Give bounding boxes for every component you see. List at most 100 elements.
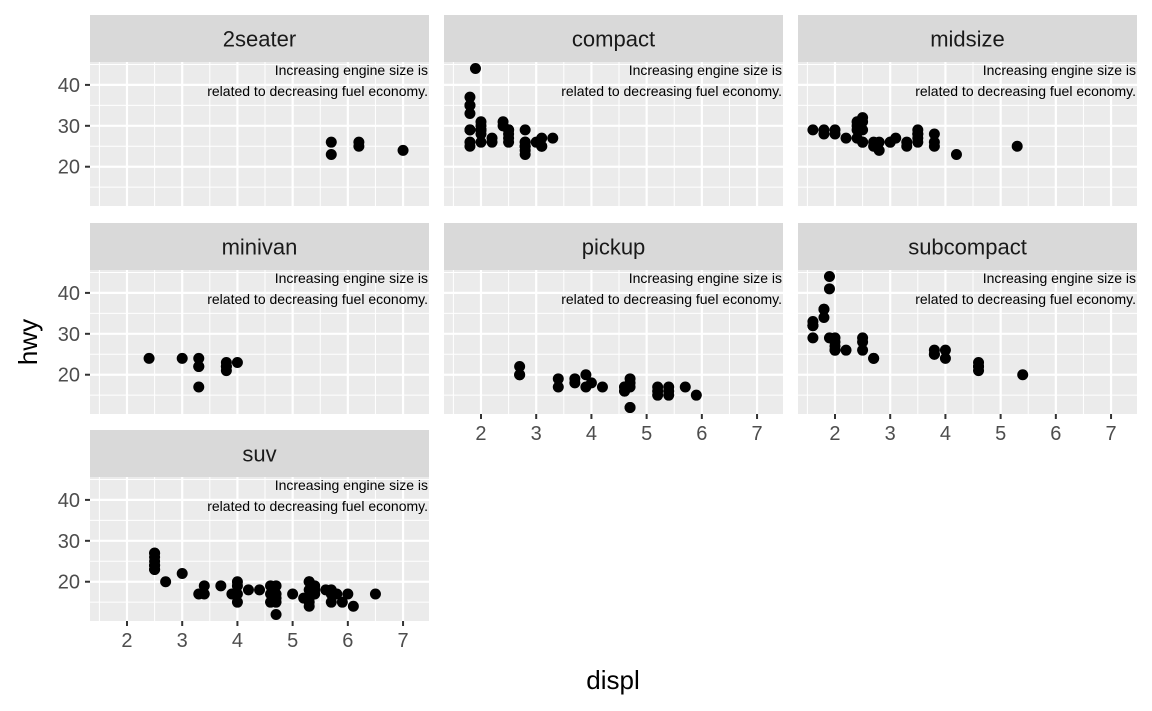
data-point (912, 128, 924, 140)
data-point (596, 381, 608, 393)
data-point (331, 588, 343, 600)
x-tick-label: 5 (995, 423, 1006, 445)
data-point (950, 148, 962, 160)
data-point (325, 148, 337, 160)
annotation-line-1: Increasing engine size is (275, 62, 428, 78)
x-tick-label: 4 (232, 630, 243, 652)
x-tick-label: 4 (586, 423, 597, 445)
data-point (220, 361, 232, 373)
data-point (973, 361, 985, 373)
data-point (823, 271, 835, 283)
data-point (231, 356, 243, 368)
facet-panel-minivan: minivan Increasing engine size is related … (58, 223, 429, 414)
data-point (347, 600, 359, 612)
facet-strip-label: suv (242, 442, 276, 467)
facet-panel-midsize: midsize Increasing engine size is related … (798, 15, 1137, 206)
annotation-line-1: Increasing engine size is (275, 477, 428, 493)
data-point (503, 128, 515, 140)
facet-strip (90, 430, 429, 477)
data-point (475, 136, 487, 148)
data-point (397, 144, 409, 156)
data-point (464, 99, 476, 111)
data-point (215, 580, 227, 592)
facet-strip (90, 15, 429, 62)
data-point (325, 596, 337, 608)
data-point (823, 283, 835, 295)
y-tick-label: 40 (58, 75, 80, 97)
data-point (807, 124, 819, 136)
data-point (469, 63, 481, 75)
x-tick-label: 6 (1050, 423, 1061, 445)
data-point (652, 385, 664, 397)
y-tick-label: 20 (58, 365, 80, 387)
data-point (829, 344, 841, 356)
data-point (663, 385, 675, 397)
data-point (1017, 369, 1029, 381)
facet-strip-label: subcompact (908, 235, 1027, 260)
data-point (552, 381, 564, 393)
data-point (519, 140, 531, 152)
data-point (464, 124, 476, 136)
data-point (320, 584, 332, 596)
data-point (336, 596, 348, 608)
y-tick-label: 30 (58, 324, 80, 346)
data-point (818, 311, 830, 323)
x-tick-label: 5 (287, 630, 298, 652)
x-tick-label: 4 (940, 423, 951, 445)
data-point (552, 373, 564, 385)
data-point (851, 124, 863, 136)
data-point (624, 401, 636, 413)
data-point (569, 373, 581, 385)
data-point (342, 588, 354, 600)
data-point (857, 344, 869, 356)
facet-panel-2seater: 2seater Increasing engine size is related … (58, 15, 429, 206)
y-tick-label: 30 (58, 531, 80, 553)
x-tick-label: 3 (531, 423, 542, 445)
data-point (901, 136, 913, 148)
data-point (807, 320, 819, 332)
facet-panel-pickup: pickup Increasing engine size is related t… (444, 223, 783, 445)
data-point (143, 352, 155, 364)
data-point (514, 369, 526, 381)
x-tick-label: 2 (121, 630, 132, 652)
annotation-line-1: Increasing engine size is (275, 270, 428, 286)
data-point (818, 128, 830, 140)
x-tick-label: 6 (342, 630, 353, 652)
annotation-line-2: related to decreasing fuel economy. (207, 83, 428, 99)
data-point (497, 116, 509, 128)
annotation-line-2: related to decreasing fuel economy. (915, 83, 1136, 99)
data-point (198, 580, 210, 592)
annotation-line-1: Increasing engine size is (629, 270, 782, 286)
facet-strip (444, 15, 783, 62)
data-point (325, 136, 337, 148)
annotation-line-2: related to decreasing fuel economy. (561, 83, 782, 99)
x-tick-label: 7 (751, 423, 762, 445)
annotation-line-2: related to decreasing fuel economy. (207, 291, 428, 307)
facet-panel-suv: suv Increasing engine size is related to d… (58, 430, 429, 652)
data-point (486, 132, 498, 144)
y-axis-title: hwy (13, 319, 43, 365)
data-point (514, 361, 526, 373)
data-point (873, 144, 885, 156)
data-point (231, 580, 243, 592)
data-point (176, 352, 188, 364)
data-point (193, 381, 205, 393)
annotation-line-2: related to decreasing fuel economy. (207, 498, 428, 514)
data-point (198, 588, 210, 600)
data-point (369, 588, 381, 600)
x-tick-label: 7 (397, 630, 408, 652)
annotation-line-2: related to decreasing fuel economy. (561, 291, 782, 307)
data-point (353, 140, 365, 152)
data-point (857, 336, 869, 348)
data-point (309, 580, 321, 592)
facet-strip-label: 2seater (223, 27, 296, 52)
data-point (464, 108, 476, 120)
y-tick-label: 30 (58, 116, 80, 138)
x-tick-label: 3 (885, 423, 896, 445)
x-tick-label: 6 (696, 423, 707, 445)
annotation-line-2: related to decreasing fuel economy. (915, 291, 1136, 307)
data-point (475, 124, 487, 136)
facet-panel-subcompact: subcompact Increasing engine size is relat… (798, 223, 1137, 445)
data-point (939, 352, 951, 364)
data-point (690, 389, 702, 401)
